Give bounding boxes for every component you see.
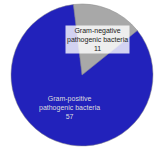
svg-text:Gram-positivepathogenic bacter: Gram-positivepathogenic bacteria57 bbox=[39, 95, 100, 120]
svg-text:Gram-negativepathogenic bacter: Gram-negativepathogenic bacteria11 bbox=[67, 27, 128, 52]
